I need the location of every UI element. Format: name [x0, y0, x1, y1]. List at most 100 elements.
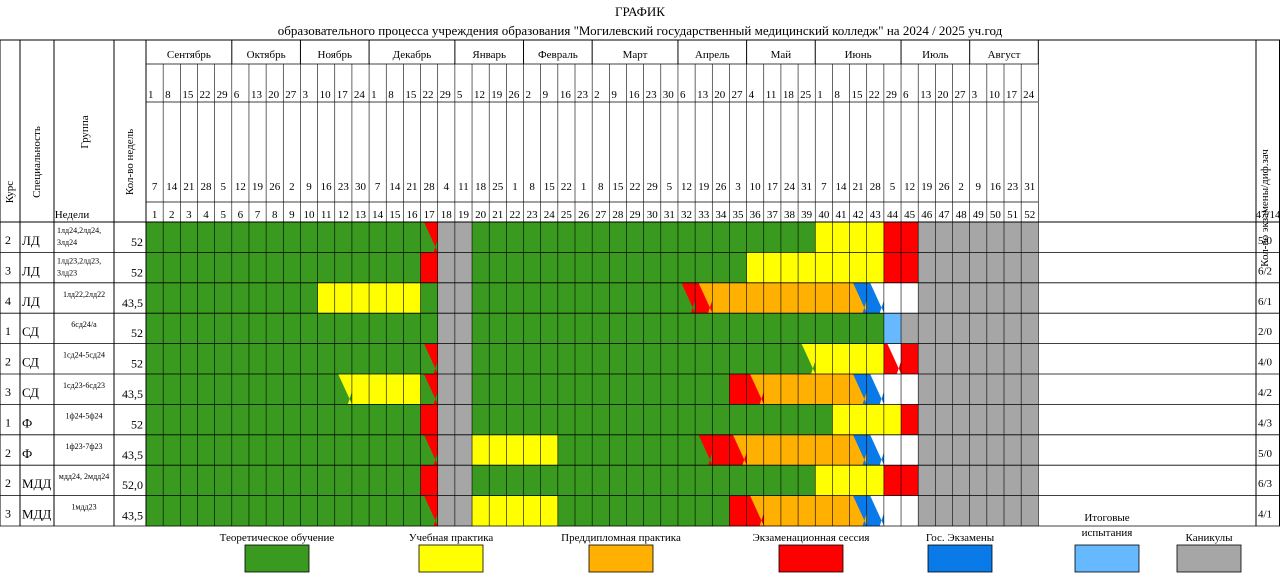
row-weeks-count: 43,5	[122, 509, 143, 523]
schedule-cell	[712, 465, 730, 496]
schedule-cell	[163, 495, 181, 527]
schedule-cell	[248, 374, 267, 405]
schedule-cell	[248, 282, 267, 314]
schedule-cell	[437, 252, 456, 284]
schedule-cell	[437, 282, 456, 314]
schedule-cell	[214, 404, 233, 436]
schedule-cell	[334, 282, 353, 314]
schedule-cell	[386, 434, 404, 466]
schedule-cell	[266, 222, 284, 253]
schedule-cell	[351, 282, 370, 314]
row-weeks-count: 43,5	[122, 387, 143, 401]
schedule-cell	[506, 222, 524, 253]
schedule-cell	[592, 222, 610, 253]
schedule-cell	[351, 495, 370, 527]
schedule-cell-split	[681, 282, 696, 314]
schedule-cell	[780, 374, 799, 405]
schedule-cell	[454, 282, 473, 314]
schedule-cell	[815, 434, 833, 466]
row-weeks-count: 52	[131, 357, 143, 371]
schedule-cell	[489, 343, 507, 375]
schedule-cell	[798, 252, 816, 284]
schedule-cell	[832, 252, 850, 284]
schedule-cell	[351, 465, 370, 496]
schedule-cell	[763, 434, 782, 466]
schedule-cell	[798, 282, 816, 314]
schedule-cell	[901, 495, 919, 527]
schedule-cell	[712, 222, 730, 253]
schedule-cell	[575, 434, 593, 466]
schedule-cell	[266, 495, 284, 527]
schedule-cell	[643, 222, 662, 253]
schedule-cell	[712, 404, 730, 436]
schedule-cell	[369, 313, 387, 344]
schedule-cell	[540, 404, 559, 436]
row-weeks-count: 52	[131, 326, 143, 340]
legend-label: испытания	[1082, 527, 1133, 539]
row-specialty: МДД	[22, 476, 51, 491]
schedule-cell	[901, 465, 919, 496]
schedule-cell	[334, 313, 353, 344]
week-start-day: 8	[388, 89, 394, 101]
schedule-cell	[746, 465, 765, 496]
schedule-cell	[386, 252, 404, 284]
schedule-cell	[163, 252, 181, 284]
schedule-cell	[969, 465, 988, 496]
schedule-cell	[146, 343, 164, 375]
schedule-cell	[815, 495, 833, 527]
schedule-cell	[523, 222, 541, 253]
week-start-day: 24	[354, 89, 366, 101]
week-end-day: 31	[801, 181, 812, 193]
schedule-cell	[935, 404, 953, 436]
week-number: 33	[698, 209, 710, 221]
week-end-day: 9	[976, 181, 982, 193]
schedule-cell	[815, 374, 833, 405]
week-number: 42	[853, 209, 864, 221]
week-start-day: 27	[285, 89, 297, 101]
schedule-cell	[969, 404, 988, 436]
schedule-cell	[540, 434, 559, 466]
schedule-cell-split	[732, 434, 747, 466]
schedule-cell	[334, 404, 353, 436]
row-specialty: МДД	[22, 507, 51, 522]
schedule-cell	[300, 374, 318, 405]
schedule-cell	[746, 282, 765, 314]
month-label: Июнь	[845, 49, 872, 61]
week-number: 16	[406, 209, 418, 221]
schedule-cell	[763, 252, 782, 284]
schedule-cell	[317, 434, 336, 466]
week-end-day: 14	[389, 181, 401, 193]
week-start-day: 19	[491, 89, 503, 101]
schedule-cell	[1021, 465, 1039, 496]
schedule-cell	[832, 434, 850, 466]
row-specialty: СД	[22, 355, 39, 370]
schedule-cell	[437, 404, 456, 436]
schedule-cell-split	[887, 343, 902, 375]
week-end-day: 4	[444, 181, 450, 193]
schedule-cell	[180, 465, 198, 496]
row-kurs: 1	[5, 415, 11, 429]
week-end-day: 12	[681, 181, 692, 193]
schedule-cell	[197, 252, 215, 284]
schedule-cell	[489, 252, 507, 284]
week-start-day: 13	[697, 89, 709, 101]
schedule-cell	[437, 495, 456, 527]
schedule-cell	[883, 252, 902, 284]
schedule-cell	[180, 343, 198, 375]
schedule-cell	[540, 222, 559, 253]
schedule-cell	[952, 282, 970, 314]
row-exams: 2/0	[1258, 326, 1273, 338]
week-start-day: 17	[1006, 89, 1018, 101]
schedule-cell	[695, 343, 713, 375]
schedule-cell	[403, 282, 421, 314]
schedule-cell	[386, 404, 404, 436]
schedule-cell	[935, 222, 953, 253]
week-start-day: 3	[972, 89, 978, 101]
schedule-cell	[695, 404, 713, 436]
schedule-cell	[969, 252, 988, 284]
schedule-cell	[609, 222, 627, 253]
week-end-day: 14	[166, 181, 178, 193]
week-number: 25	[561, 209, 573, 221]
schedule-cell	[317, 282, 336, 314]
schedule-cell	[506, 374, 524, 405]
